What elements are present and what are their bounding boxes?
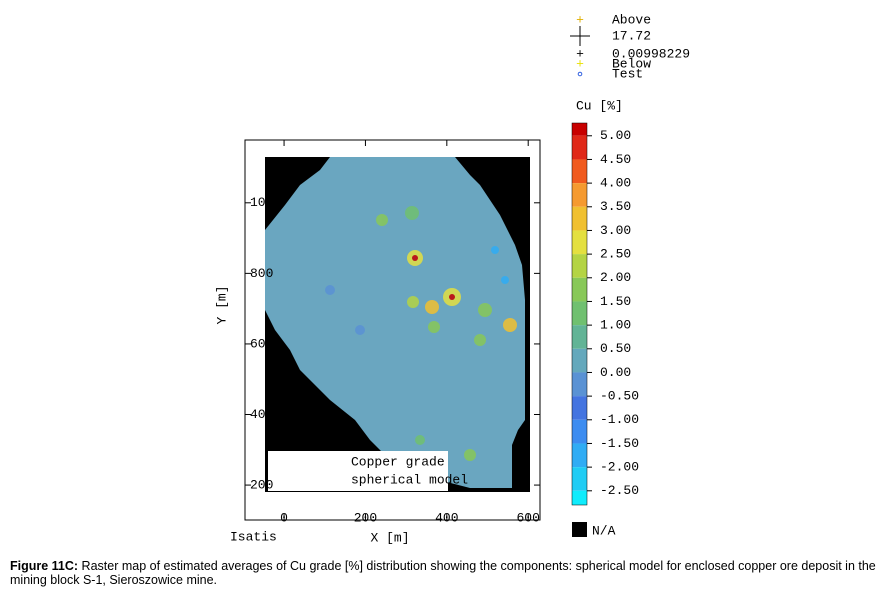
legend-symbol: + bbox=[576, 12, 584, 27]
legend-symbol: + bbox=[576, 46, 584, 61]
colorbar-tick-label: 2.00 bbox=[600, 270, 631, 285]
annotation: Copper grade bbox=[351, 454, 445, 469]
colorbar-band bbox=[572, 467, 587, 491]
axes: 0 200 400 600 200 400 600 800 1000 5.00 4.50 4.00 3.… bbox=[245, 122, 639, 525]
colorbar-band bbox=[572, 372, 587, 397]
colorbar-tick-label: 0.00 bbox=[600, 365, 631, 380]
x-tick-label: 600 bbox=[516, 510, 539, 525]
software-label: Isatis bbox=[230, 529, 277, 544]
y-axis-label: Y [m] bbox=[214, 285, 229, 324]
colorbar-band bbox=[572, 277, 587, 302]
legend-label: 0.00998229 bbox=[612, 46, 690, 61]
colorbar-band bbox=[572, 135, 587, 160]
raster-area bbox=[265, 157, 525, 488]
caption-label: Figure 11C: bbox=[10, 559, 79, 573]
legend-symbol bbox=[577, 71, 583, 77]
colorbar-tick-label: 4.00 bbox=[600, 176, 631, 191]
colorbar-band bbox=[572, 490, 587, 505]
colorbar-band bbox=[572, 254, 587, 278]
colorbar-band bbox=[572, 443, 587, 468]
na-label: N/A bbox=[592, 523, 616, 538]
colorbar-tick-label: 2.50 bbox=[600, 247, 631, 262]
colorbar-band bbox=[572, 348, 587, 373]
y-tick-label: 200 bbox=[250, 478, 273, 493]
y-tick-label: 800 bbox=[250, 266, 273, 281]
colorbar-tick-label: 3.00 bbox=[600, 223, 631, 238]
y-tick-label: 1000 bbox=[250, 195, 281, 210]
colorbar-tick-label: 1.50 bbox=[600, 294, 631, 309]
legend-label: Above bbox=[612, 12, 651, 27]
colorbar-tick-label: 3.50 bbox=[600, 199, 631, 214]
caption-text: Raster map of estimated averages of Cu g… bbox=[10, 559, 876, 587]
colorbar-band bbox=[572, 123, 587, 136]
legend: + + + Above 17.72 0.00998229 Below Test bbox=[570, 12, 690, 81]
colorbar-tick-label: -1.50 bbox=[600, 436, 639, 451]
x-tick-label: 0 bbox=[280, 510, 288, 525]
colorbar-tick-label: 4.50 bbox=[600, 152, 631, 167]
colorbar-band bbox=[572, 396, 587, 420]
caption: Figure 11C: Raster map of estimated aver… bbox=[10, 559, 885, 587]
colorbar-band bbox=[572, 183, 587, 207]
colorbar-band bbox=[572, 301, 587, 326]
colorbar-frame bbox=[571, 122, 588, 506]
colorbar-band bbox=[572, 159, 587, 184]
annotation-box bbox=[268, 451, 448, 491]
colorbar-band bbox=[572, 206, 587, 231]
chart: Copper grade spherical model X [m] Y [m]… bbox=[214, 12, 690, 545]
colorbar-title: Cu [%] bbox=[576, 98, 623, 113]
colorbar-tick-label: 0.50 bbox=[600, 341, 631, 356]
legend-label: 17.72 bbox=[612, 28, 651, 43]
legend-symbol: + bbox=[576, 56, 584, 71]
colorbar-tick-label: 1.00 bbox=[600, 318, 631, 333]
colorbar-tick-label: -2.00 bbox=[600, 460, 639, 475]
x-tick-label: 200 bbox=[354, 510, 377, 525]
colorbar-band bbox=[572, 325, 587, 349]
legend-label: Below bbox=[612, 56, 651, 71]
colorbar-tick-label: -1.00 bbox=[600, 412, 639, 427]
na-swatch bbox=[572, 522, 587, 537]
legend-label: Test bbox=[612, 66, 643, 81]
colorbar-tick-label: -2.50 bbox=[600, 483, 639, 498]
colorbar-band bbox=[572, 230, 587, 255]
x-tick-label: 400 bbox=[435, 510, 458, 525]
colorbar-band bbox=[572, 419, 587, 444]
x-axis-label: X [m] bbox=[370, 530, 409, 545]
y-tick-label: 400 bbox=[250, 407, 273, 422]
y-tick-label: 600 bbox=[250, 336, 273, 351]
colorbar-tick-label: -0.50 bbox=[600, 389, 639, 404]
colorbar-tick-label: 5.00 bbox=[600, 128, 631, 143]
raster-hotspots bbox=[325, 206, 517, 461]
annotation: spherical model bbox=[351, 472, 468, 487]
